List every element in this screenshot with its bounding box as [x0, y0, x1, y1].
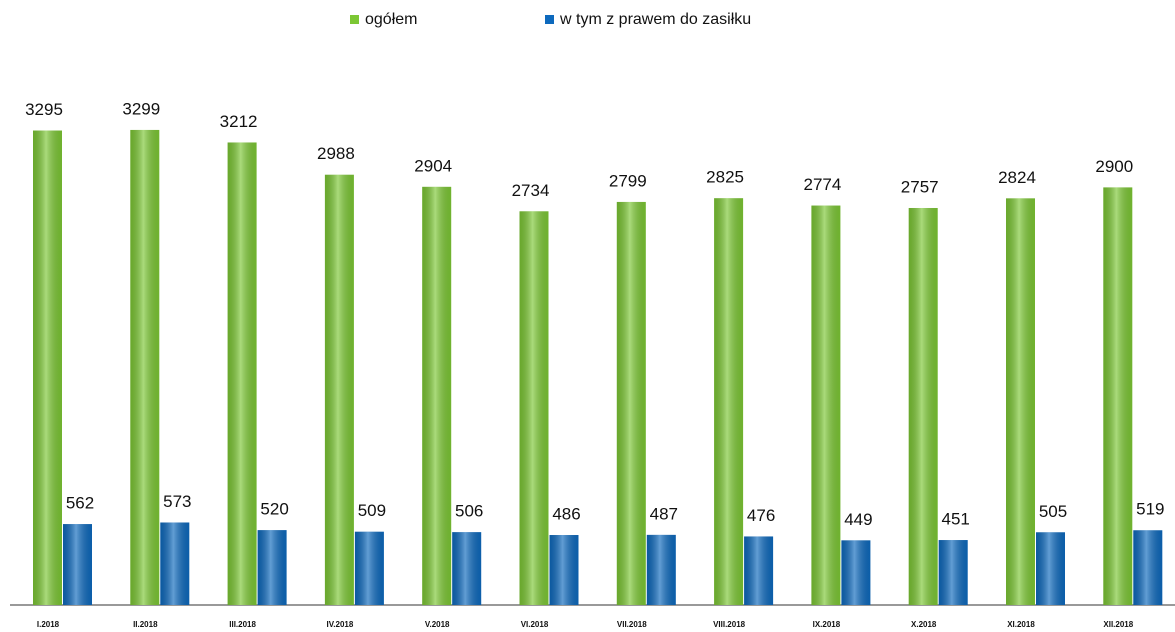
value-label: 476	[747, 506, 775, 525]
value-label: 506	[455, 502, 483, 521]
value-label: 2799	[609, 171, 647, 190]
bar-shine	[452, 532, 482, 605]
value-label: 3299	[122, 99, 160, 118]
value-label: 562	[66, 494, 94, 513]
x-tick-label: II.2018	[133, 620, 158, 629]
value-label: 2900	[1095, 157, 1133, 176]
value-label: 3295	[25, 100, 63, 119]
value-label: 2734	[512, 181, 550, 200]
bar-shine	[519, 211, 549, 605]
bar-shine	[714, 198, 744, 605]
value-label: 449	[844, 510, 872, 529]
x-tick-label: IX.2018	[813, 620, 841, 629]
value-label: 2904	[414, 156, 452, 175]
value-label: 519	[1136, 500, 1164, 519]
bar-shine	[1006, 198, 1035, 605]
legend-label: w tym z prawem do zasiłku	[559, 11, 751, 28]
value-label: 2825	[706, 168, 744, 187]
bar-shine	[1103, 187, 1133, 605]
x-tick-label: XI.2018	[1007, 620, 1035, 629]
value-label: 2757	[901, 177, 939, 196]
bar-shine	[324, 174, 354, 605]
bar-shine	[908, 207, 938, 605]
value-label: 2774	[803, 175, 841, 194]
bar-shine	[1036, 532, 1065, 605]
bar-shine	[616, 201, 646, 605]
value-label: 451	[942, 510, 970, 529]
legend-swatch	[545, 15, 554, 24]
bar-shine	[646, 534, 676, 605]
bar-shine	[33, 130, 62, 605]
bar-shine	[130, 129, 160, 605]
value-label: 3212	[220, 112, 258, 131]
bar-shine	[354, 531, 384, 605]
value-label: 505	[1039, 502, 1067, 521]
bar-shine	[549, 535, 579, 605]
value-label: 486	[552, 505, 580, 524]
value-label: 509	[358, 501, 386, 520]
bar-shine	[811, 205, 841, 605]
bar-shine	[1133, 530, 1163, 605]
x-tick-label: XII.2018	[1103, 620, 1133, 629]
bar-shine	[422, 186, 452, 605]
bar-shine	[160, 522, 190, 605]
x-tick-label: III.2018	[229, 620, 256, 629]
bar-shine	[938, 540, 968, 605]
bar-shine	[227, 142, 257, 606]
value-label: 520	[260, 500, 288, 519]
value-label: 487	[650, 504, 678, 523]
legend-label: ogółem	[365, 11, 417, 28]
bar-shine	[257, 530, 287, 605]
x-tick-label: IV.2018	[326, 620, 353, 629]
bar-shine	[841, 540, 871, 605]
x-tick-label: X.2018	[911, 620, 937, 629]
bar-shine	[63, 524, 92, 605]
value-label: 2824	[998, 168, 1036, 187]
x-tick-label: V.2018	[425, 620, 450, 629]
value-label: 573	[163, 492, 191, 511]
x-tick-label: I.2018	[37, 620, 60, 629]
legend-swatch	[350, 15, 359, 24]
bar-shine	[744, 536, 774, 605]
x-tick-label: VIII.2018	[713, 620, 746, 629]
x-tick-label: VI.2018	[521, 620, 549, 629]
value-label: 2988	[317, 144, 355, 163]
x-tick-label: VII.2018	[617, 620, 647, 629]
